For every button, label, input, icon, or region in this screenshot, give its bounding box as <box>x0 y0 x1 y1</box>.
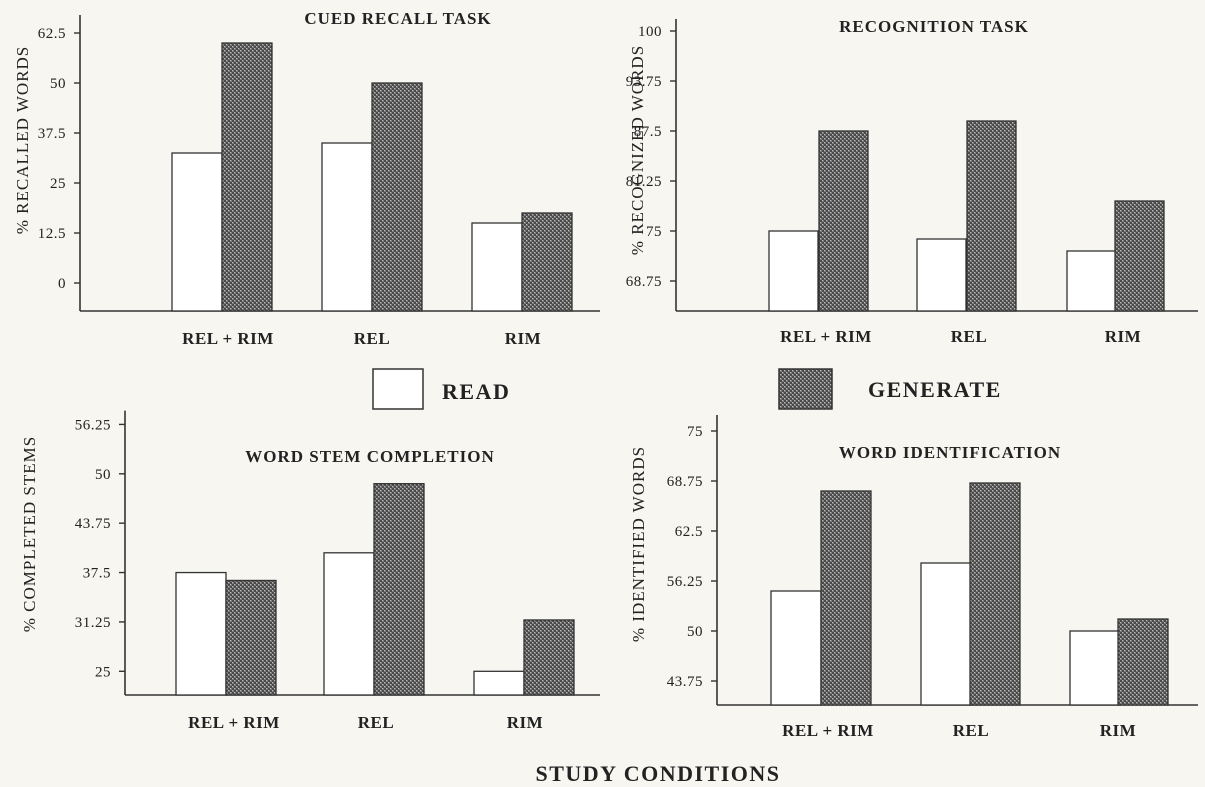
y-tick-label: 37.5 <box>38 126 66 142</box>
bar-generate-0 <box>221 42 273 312</box>
bar-read-1 <box>920 562 972 706</box>
y-tick-label: 87.5 <box>634 124 662 140</box>
y-tick-label: 25 <box>50 176 66 192</box>
bar-read-2 <box>471 222 523 312</box>
x-tick-label: REL <box>354 329 390 348</box>
bar-generate-0 <box>818 130 869 312</box>
x-tick-label: REL + RIM <box>182 329 274 348</box>
bar-generate-1 <box>969 482 1021 706</box>
y-tick-label: 68.75 <box>667 474 703 490</box>
chart-title: RECOGNITION TASK <box>839 17 1029 36</box>
y-tick-label: 75 <box>646 224 662 240</box>
bar-generate-1 <box>966 120 1017 312</box>
y-tick-label: 0 <box>58 276 66 292</box>
y-tick-label: 68.75 <box>626 274 662 290</box>
chart-panels: CUED RECALL TASK % RECALLED WORDS 0 12.5 25 3… <box>13 9 1198 740</box>
y-tick-label: 100 <box>638 24 662 40</box>
bar-generate-1 <box>371 82 423 312</box>
chart-title: WORD IDENTIFICATION <box>839 443 1061 462</box>
chart-title: WORD STEM COMPLETION <box>245 447 495 466</box>
legend-swatch-read <box>372 368 424 410</box>
x-tick-label: REL + RIM <box>782 721 874 740</box>
y-axis-title: % IDENTIFIED WORDS <box>629 446 648 642</box>
bar-read-2 <box>1066 250 1117 312</box>
y-axis-title: % RECALLED WORDS <box>13 46 32 235</box>
bar-read-2 <box>1069 630 1121 706</box>
chart-4: WORD IDENTIFICATION % IDENTIFIED WORDS 43.… <box>629 415 1198 740</box>
bar-generate-2 <box>523 619 575 696</box>
x-axis-title: STUDY CONDITIONS <box>535 761 780 786</box>
x-tick-label: REL + RIM <box>188 713 280 732</box>
y-tick-label: 25 <box>95 664 111 680</box>
x-tick-label: REL <box>953 721 989 740</box>
y-tick-label: 12.5 <box>38 226 66 242</box>
bar-read-0 <box>770 590 822 706</box>
chart-2: RECOGNITION TASK % RECOGNIZED WORDS 68.75 7… <box>626 17 1198 346</box>
legend: READ GENERATE <box>372 368 1002 410</box>
x-tick-label: RIM <box>505 329 541 348</box>
bar-read-1 <box>323 552 375 696</box>
legend-label-generate: GENERATE <box>868 377 1002 402</box>
y-tick-label: 43.75 <box>75 516 111 532</box>
y-tick-label: 56.25 <box>75 417 111 433</box>
x-tick-label: REL <box>358 713 394 732</box>
y-tick-label: 31.25 <box>75 615 111 631</box>
y-axis-title: % COMPLETED STEMS <box>20 436 39 632</box>
x-tick-label: RIM <box>1100 721 1136 740</box>
y-tick-label: 43.75 <box>667 674 703 690</box>
x-tick-label: RIM <box>1105 327 1141 346</box>
chart-3: WORD STEM COMPLETION % COMPLETED STEMS 25 3… <box>20 410 600 732</box>
y-tick-label: 75 <box>687 424 703 440</box>
y-tick-label: 50 <box>95 467 111 483</box>
chart-title: CUED RECALL TASK <box>304 9 491 28</box>
bar-read-2 <box>473 670 525 696</box>
y-tick-label: 50 <box>687 624 703 640</box>
y-tick-label: 62.5 <box>675 524 703 540</box>
bar-generate-2 <box>1117 618 1169 706</box>
bar-read-1 <box>321 142 373 312</box>
y-tick-label: 81.25 <box>626 174 662 190</box>
y-tick-label: 56.25 <box>667 574 703 590</box>
y-tick-label: 93.75 <box>626 74 662 90</box>
y-tick-label: 37.5 <box>83 566 111 582</box>
bar-read-0 <box>171 152 223 312</box>
bar-read-0 <box>768 230 819 312</box>
x-tick-label: REL <box>951 327 987 346</box>
bar-generate-0 <box>225 579 277 696</box>
y-axis-title: % RECOGNIZED WORDS <box>628 45 647 255</box>
x-tick-label: RIM <box>507 713 543 732</box>
chart-1: CUED RECALL TASK % RECALLED WORDS 0 12.5 25 3… <box>13 9 600 348</box>
y-tick-label: 62.5 <box>38 26 66 42</box>
legend-label-read: READ <box>442 379 510 404</box>
bar-read-1 <box>916 238 967 312</box>
bar-generate-1 <box>373 483 425 696</box>
bar-generate-2 <box>1114 200 1165 312</box>
y-tick-label: 50 <box>50 76 66 92</box>
x-tick-label: REL + RIM <box>780 327 872 346</box>
bar-generate-2 <box>521 212 573 312</box>
bar-generate-0 <box>820 490 872 706</box>
legend-swatch-generate <box>778 368 833 410</box>
bar-read-0 <box>175 571 227 696</box>
